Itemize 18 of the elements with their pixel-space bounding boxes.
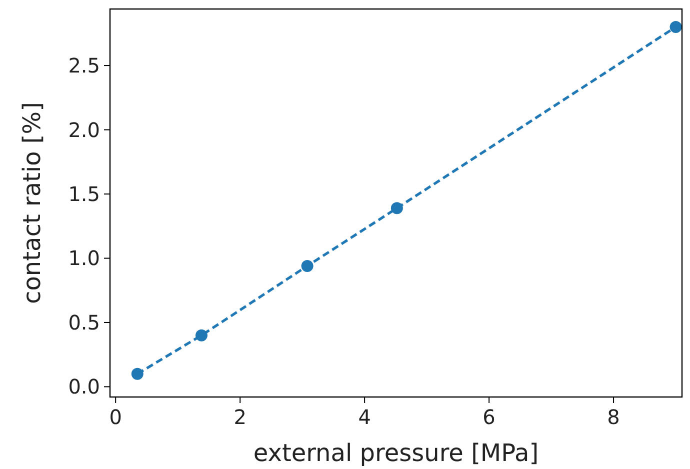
x-axis-title: external pressure [MPa] (253, 439, 539, 467)
point (390, 202, 403, 214)
point (131, 368, 144, 380)
y-tick-label: 0.5 (68, 310, 100, 334)
x-tick-label: 8 (607, 405, 620, 429)
y-tick-label: 1.0 (68, 246, 100, 270)
point (301, 260, 314, 272)
x-tick-label: 6 (482, 405, 496, 429)
y-tick-label: 2.5 (68, 54, 100, 78)
point (670, 20, 682, 33)
x-tick-label: 0 (109, 405, 122, 429)
y-axis-title: contact ratio [%] (18, 102, 46, 304)
y-tick-label: 0.0 (68, 374, 100, 399)
point (195, 329, 208, 342)
y-tick-label: 2.0 (68, 118, 100, 142)
y-tick-label: 1.5 (68, 182, 100, 206)
x-tick-label: 4 (358, 405, 371, 429)
x-tick-label: 2 (234, 405, 246, 429)
